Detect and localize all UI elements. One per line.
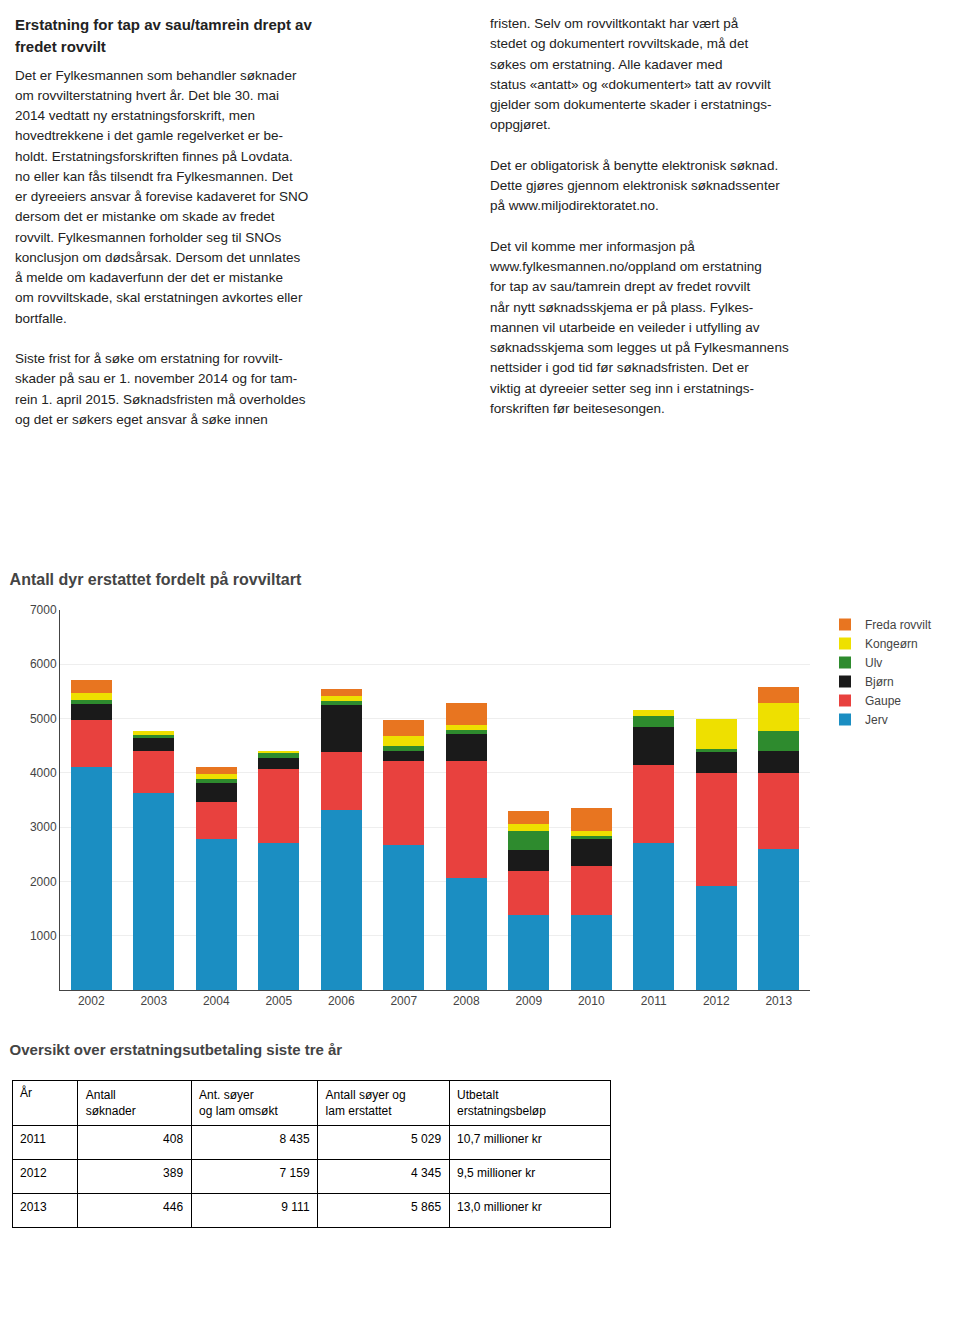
svg-text:2007: 2007 xyxy=(390,994,417,1008)
svg-text:2004: 2004 xyxy=(203,994,230,1008)
svg-text:9 111: 9 111 xyxy=(281,1200,310,1214)
svg-text:År: År xyxy=(20,1085,32,1100)
svg-text:5 029: 5 029 xyxy=(411,1132,441,1146)
html-text:Erstatning for tap av sau/tamr: Erstatning for tap av sau/tamrein drept … xyxy=(15,16,312,55)
svg-text:2003: 2003 xyxy=(140,994,167,1008)
svg-text:Antallsøknader: Antallsøknader xyxy=(86,1088,136,1118)
svg-text:2005: 2005 xyxy=(265,994,292,1008)
svg-text:2013: 2013 xyxy=(765,994,792,1008)
svg-text:3000: 3000 xyxy=(30,820,57,834)
svg-text:6000: 6000 xyxy=(30,657,57,671)
svg-text:4 345: 4 345 xyxy=(411,1166,441,1180)
svg-text:5000: 5000 xyxy=(30,712,57,726)
svg-text:2002: 2002 xyxy=(78,994,105,1008)
svg-text:Gaupe: Gaupe xyxy=(865,694,901,708)
svg-text:2006: 2006 xyxy=(328,994,355,1008)
svg-text:9,5 millioner kr: 9,5 millioner kr xyxy=(457,1166,535,1180)
svg-text:446: 446 xyxy=(163,1200,183,1214)
svg-text:5 865: 5 865 xyxy=(411,1200,441,1214)
svg-text:1000: 1000 xyxy=(30,929,57,943)
svg-text:2009: 2009 xyxy=(515,994,542,1008)
svg-text:8 435: 8 435 xyxy=(280,1132,310,1146)
svg-text:Ulv: Ulv xyxy=(865,656,882,670)
svg-text:Antall søyer oglam erstattet: Antall søyer oglam erstattet xyxy=(326,1088,406,1118)
svg-text:408: 408 xyxy=(163,1132,183,1146)
svg-text:389: 389 xyxy=(163,1166,183,1180)
html-text:Det er Fylkesmannen som behand: Det er Fylkesmannen som behandler søknad… xyxy=(15,67,309,427)
svg-text:2012: 2012 xyxy=(20,1166,47,1180)
svg-text:Jerv: Jerv xyxy=(865,713,888,727)
svg-text:Utbetalterstatningsbeløp: Utbetalterstatningsbeløp xyxy=(457,1088,546,1118)
html-text:fristen. Selv om rovviltkontak: fristen. Selv om rovviltkontakt har vært… xyxy=(490,16,789,416)
svg-text:2008: 2008 xyxy=(453,994,480,1008)
svg-text:7000: 7000 xyxy=(30,603,57,617)
svg-text:10,7 millioner kr: 10,7 millioner kr xyxy=(457,1132,542,1146)
svg-text:4000: 4000 xyxy=(30,766,57,780)
svg-text:2011: 2011 xyxy=(641,994,667,1008)
svg-text:2011: 2011 xyxy=(20,1132,46,1146)
svg-text:2012: 2012 xyxy=(703,994,730,1008)
svg-text:2013: 2013 xyxy=(20,1200,47,1214)
svg-text:7 159: 7 159 xyxy=(280,1166,310,1180)
svg-text:Freda rovvilt: Freda rovvilt xyxy=(865,618,932,632)
svg-text:Kongeørn: Kongeørn xyxy=(865,637,918,651)
svg-text:Oversikt over erstatningsutbet: Oversikt over erstatningsutbetaling sist… xyxy=(10,1041,343,1058)
svg-text:2000: 2000 xyxy=(30,875,57,889)
svg-text:2010: 2010 xyxy=(578,994,605,1008)
svg-text:13,0 millioner kr: 13,0 millioner kr xyxy=(457,1200,542,1214)
svg-text:Antall dyr erstattet fordelt p: Antall dyr erstattet fordelt på rovvilta… xyxy=(10,571,302,588)
svg-text:Bjørn: Bjørn xyxy=(865,675,894,689)
svg-text:Ant. søyerog lam omsøkt: Ant. søyerog lam omsøkt xyxy=(199,1088,278,1118)
